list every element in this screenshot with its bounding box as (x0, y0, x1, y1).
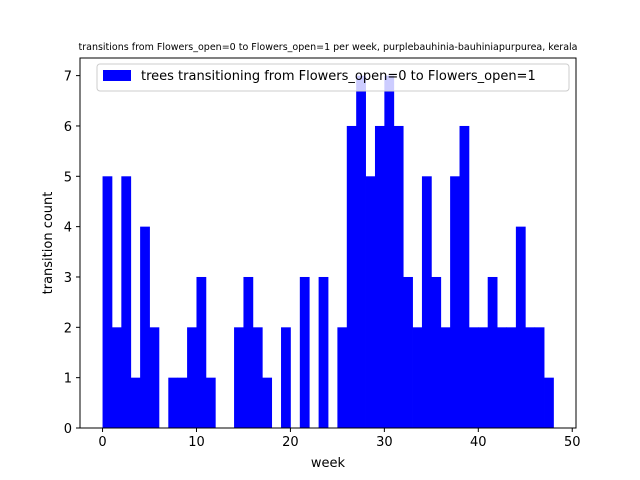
bar (431, 276, 442, 428)
x-tick-label: 0 (98, 435, 106, 450)
bar (412, 327, 423, 428)
y-tick-label: 3 (64, 271, 72, 286)
x-axis-label: week (311, 456, 346, 471)
y-tick-label: 0 (64, 422, 72, 437)
bar (374, 125, 385, 429)
bar (356, 75, 366, 429)
bar (252, 327, 263, 428)
bar (234, 327, 244, 428)
bar (544, 377, 554, 428)
bar (111, 327, 122, 428)
legend-label: trees transitioning from Flowers_open=0 … (141, 69, 536, 84)
bar (487, 276, 498, 428)
bar (365, 176, 376, 428)
y-tick-label: 4 (64, 221, 72, 236)
y-axis-ticks: 0 1 2 3 4 5 6 7 (64, 70, 80, 437)
bar (177, 377, 188, 428)
bar (497, 327, 507, 428)
bar (450, 176, 460, 428)
bar (384, 75, 395, 429)
x-axis-ticks: 0 10 20 30 40 50 (98, 428, 581, 450)
bar (534, 327, 545, 428)
x-tick-label: 10 (188, 435, 205, 450)
bar (468, 327, 479, 428)
bar (299, 276, 310, 428)
bar (525, 327, 536, 428)
bar (205, 377, 216, 428)
bar (403, 276, 413, 428)
y-tick-label: 7 (64, 70, 72, 85)
plot-frame (79, 57, 577, 429)
bar (262, 377, 273, 428)
y-tick-label: 1 (64, 372, 72, 387)
bar (421, 176, 432, 428)
bar (318, 276, 329, 428)
x-tick-label: 20 (282, 435, 299, 450)
bar (506, 327, 517, 428)
legend-frame (96, 63, 570, 92)
y-tick-label: 2 (64, 321, 72, 336)
bar (196, 276, 207, 428)
legend: trees transitioning from Flowers_open=0 … (96, 63, 570, 92)
bar (515, 226, 526, 428)
x-tick-label: 40 (470, 435, 487, 450)
legend-swatch (103, 70, 131, 81)
bar (393, 125, 404, 429)
bar (149, 327, 160, 428)
bar (281, 327, 291, 428)
y-tick-label: 6 (64, 120, 72, 135)
bar (478, 327, 489, 428)
y-axis-label: transition count (41, 192, 56, 295)
bar (140, 226, 150, 428)
bar (459, 125, 470, 429)
bar-group (102, 75, 554, 429)
bar (168, 377, 179, 428)
bar (346, 125, 357, 429)
x-tick-label: 50 (564, 435, 581, 450)
bar (440, 327, 451, 428)
bar (121, 176, 132, 428)
bar (337, 327, 348, 428)
bar (243, 276, 254, 428)
bar (187, 327, 197, 428)
bar (102, 176, 113, 428)
x-tick-label: 30 (376, 435, 393, 450)
bar (130, 377, 141, 428)
chart-title: transitions from Flowers_open=0 to Flowe… (79, 42, 578, 53)
y-tick-label: 5 (64, 170, 72, 185)
